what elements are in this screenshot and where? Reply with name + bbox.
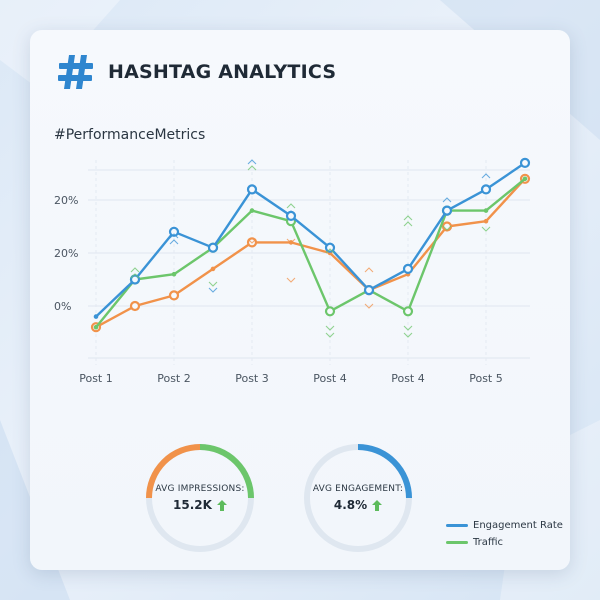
gauge-arc xyxy=(146,444,201,499)
chevron-icon xyxy=(481,226,491,232)
chevron-icon xyxy=(208,287,218,293)
engagement-gauge-ring xyxy=(304,444,412,552)
chevron-icon xyxy=(130,273,140,279)
series-point-1 xyxy=(93,324,99,330)
series-point-0 xyxy=(363,285,375,296)
arrow-up-icon xyxy=(216,499,227,511)
series-point-1 xyxy=(402,306,414,317)
engagement-gauge: AVG ENGAGEMENT: 4.8% xyxy=(300,440,416,556)
legend-swatch-traffic xyxy=(446,541,468,544)
series-line-1 xyxy=(95,177,526,328)
series-point-1 xyxy=(324,306,336,317)
y-tick-label: 0% xyxy=(54,300,71,313)
x-tick-label: Post 5 xyxy=(469,372,503,385)
arrow-up-icon xyxy=(372,499,383,511)
series-point-0 xyxy=(324,242,336,253)
chevron-icon xyxy=(247,238,257,244)
series-point-1 xyxy=(522,176,528,182)
chevron-icon xyxy=(169,239,179,245)
chevron-icon xyxy=(442,197,452,203)
legend-swatch-engagement xyxy=(446,524,468,527)
chevron-icon xyxy=(286,203,296,209)
series-point-1 xyxy=(483,208,489,213)
header: HASHTAG ANALYTICS xyxy=(56,52,336,92)
analytics-card: HASHTAG ANALYTICS #PerformanceMetrics 20… xyxy=(30,30,570,570)
legend-item-traffic: Traffic xyxy=(446,534,563,551)
series-point-1 xyxy=(249,208,255,213)
chevron-icon xyxy=(286,238,296,244)
chevron-icon xyxy=(325,325,335,331)
impressions-value: 15.2K xyxy=(173,498,212,512)
chart-subtitle: #PerformanceMetrics xyxy=(54,127,206,143)
series-point-2 xyxy=(210,266,216,272)
impressions-gauge: AVG IMPRESSIONS: 15.2K xyxy=(142,440,258,556)
chevron-icon xyxy=(403,325,413,331)
chevron-icon xyxy=(325,248,335,254)
chevron-icon xyxy=(169,233,179,239)
chevron-icon xyxy=(325,242,335,248)
hashtag-icon xyxy=(58,55,93,89)
x-tick-label: Post 4 xyxy=(391,372,425,385)
chevron-icon xyxy=(403,332,413,338)
chevron-icon xyxy=(364,267,374,273)
series-line-0 xyxy=(95,161,526,318)
x-tick-label: Post 3 xyxy=(235,372,269,385)
gauge-arc xyxy=(199,444,254,499)
series-point-0 xyxy=(93,314,99,319)
chevron-icon xyxy=(247,165,257,171)
y-tick-label: 20% xyxy=(54,194,78,207)
series-point-0 xyxy=(480,184,492,195)
series-point-0 xyxy=(207,242,219,253)
chevron-icon xyxy=(442,225,452,231)
chevron-icon xyxy=(364,303,374,309)
chevron-icon xyxy=(325,332,335,338)
impressions-gauge-ring xyxy=(146,444,254,552)
chevron-icon xyxy=(403,221,413,227)
x-tick-label: Post 1 xyxy=(79,372,113,385)
chevron-icon xyxy=(247,159,257,165)
series-line-2 xyxy=(95,177,526,329)
chevron-icon xyxy=(130,267,140,273)
series-point-0 xyxy=(402,263,414,274)
engagement-value: 4.8% xyxy=(333,498,368,512)
impressions-label: AVG IMPRESSIONS: xyxy=(155,484,245,494)
chevron-icon xyxy=(208,281,218,287)
series-point-0 xyxy=(129,274,141,285)
engagement-label: AVG ENGAGEMENT: xyxy=(312,484,404,494)
series-point-2 xyxy=(168,290,180,301)
legend-label-traffic: Traffic xyxy=(473,537,504,548)
series-point-0 xyxy=(441,205,453,216)
page-title: HASHTAG ANALYTICS xyxy=(108,61,337,83)
chevron-icon xyxy=(286,210,296,216)
y-tick-label: 20% xyxy=(54,247,78,260)
series-point-1 xyxy=(171,271,177,277)
chevron-icon xyxy=(481,173,491,179)
legend-item-engagement: Engagement Rate xyxy=(446,517,563,534)
series-point-0 xyxy=(519,157,531,168)
legend-label-engagement: Engagement Rate xyxy=(473,520,563,531)
line-chart: 20% 20% 0% Post 1 Post 2 Post 3 Post 4 Post 4 Po… xyxy=(54,157,531,385)
series-point-0 xyxy=(246,184,258,195)
series-point-2 xyxy=(129,300,141,312)
chevron-icon xyxy=(286,277,296,283)
series-point-2 xyxy=(483,218,489,224)
series-point-0 xyxy=(285,210,297,221)
chevron-icon xyxy=(403,215,413,221)
x-tick-label: Post 4 xyxy=(313,372,347,385)
series-point-0 xyxy=(168,226,180,237)
chart-legend: Engagement Rate Traffic xyxy=(446,517,563,551)
gauge-arc xyxy=(357,444,412,499)
x-tick-label: Post 2 xyxy=(157,372,191,385)
